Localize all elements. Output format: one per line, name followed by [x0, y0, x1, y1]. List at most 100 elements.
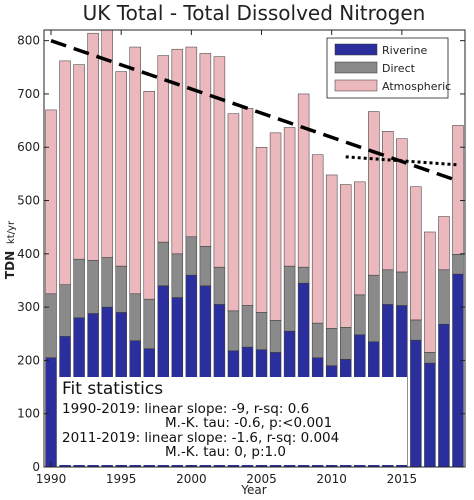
bar-direct-2008: [297, 266, 310, 284]
bar-atmospheric-2019: [452, 125, 464, 255]
bar-atmospheric-2014: [382, 131, 394, 271]
fit-stat-line-1: 1990-2019: linear slope: -9, r-sq: 0.6: [62, 401, 309, 417]
y-axis-label-main: TDN: [3, 251, 17, 279]
bar-direct-2013: [368, 274, 380, 343]
bar-atmospheric-2011: [339, 184, 352, 328]
bar-atmospheric-2009: [311, 154, 324, 324]
bar-atmospheric-2002: [213, 56, 226, 268]
bar-atmospheric-1996: [129, 46, 141, 295]
y-tick-label: 200: [17, 353, 40, 367]
y-axis-label: TDN kt/yr: [3, 220, 17, 279]
legend-label-riverine: Riverine: [382, 44, 428, 57]
x-tick-label: 2005: [246, 472, 277, 486]
bar-direct-2017: [424, 352, 436, 364]
bar-atmospheric-2003: [227, 113, 240, 312]
bar-atmospheric-2006: [269, 132, 282, 321]
legend-label-direct: Direct: [382, 62, 416, 75]
fit-stat-line-4: M.-K. tau: 0, p:1.0: [165, 444, 286, 460]
bar-direct-2002: [213, 266, 226, 305]
bar-atmospheric-2018: [438, 216, 450, 271]
bar-direct-2005: [255, 312, 268, 351]
legend-swatch-atmospheric: [334, 79, 378, 92]
legend-swatch-riverine: [334, 43, 378, 56]
bar-atmospheric-2000: [185, 46, 198, 238]
bar-atmospheric-1995: [115, 71, 127, 267]
bar-atmospheric-2016: [410, 186, 422, 321]
y-axis-label-unit: kt/yr: [6, 220, 17, 244]
bar-direct-1992: [73, 258, 85, 319]
y-tick-label: 700: [17, 87, 40, 101]
y-tick-label: 600: [17, 140, 40, 154]
bar-atmospheric-1992: [73, 64, 85, 260]
bar-atmospheric-2005: [255, 146, 268, 313]
x-axis: 1990 1995 2000 2005 2010 2015: [36, 30, 417, 486]
y-tick-label: 100: [17, 407, 40, 421]
bar-atmospheric-2013: [368, 111, 380, 276]
bar-direct-2009: [311, 322, 324, 358]
plot-frame: [43, 29, 466, 468]
bar-atmospheric-1994: [101, 29, 113, 258]
bar-atmospheric-1990: [45, 109, 57, 295]
y-tick-label: 300: [17, 300, 40, 314]
bar-direct-1999: [171, 253, 184, 298]
bar-direct-1995: [115, 265, 127, 313]
bar-atmospheric-2012: [354, 181, 366, 296]
y-tick-label: 400: [17, 247, 40, 261]
bar-riverine-2016: [410, 339, 422, 468]
bar-direct-1990: [45, 293, 57, 358]
bar-direct-2003: [227, 310, 240, 352]
legend-label-atmospheric: Atmospheric: [382, 80, 451, 93]
bar-direct-1993: [87, 259, 99, 314]
x-tick-label: 2000: [176, 472, 207, 486]
x-axis-label: Year: [240, 483, 266, 497]
fit-statistics-box: Fit statistics 1990-2019: linear slope: …: [57, 377, 407, 465]
bar-atmospheric-2015: [396, 138, 408, 273]
bar-direct-1991: [59, 284, 71, 337]
fit-statistics-heading: Fit statistics: [62, 379, 163, 399]
bar-direct-2006: [269, 320, 282, 353]
bar-direct-2014: [382, 269, 394, 305]
bar-atmospheric-1993: [87, 32, 99, 261]
bar-direct-2015: [396, 271, 408, 306]
bar-riverine-1990: [45, 357, 57, 468]
bar-atmospheric-1991: [59, 60, 71, 285]
bar-direct-2000: [185, 236, 198, 276]
y-tick-label: 500: [17, 194, 40, 208]
bar-direct-2019: [452, 254, 464, 275]
x-tick-label: 2010: [316, 472, 347, 486]
fit-stat-line-3: 2011-2019: linear slope: -1.6, r-sq: 0.0…: [62, 430, 339, 446]
y-tick-label: 800: [17, 34, 40, 48]
bar-atmospheric-2004: [241, 108, 254, 306]
x-tick-label: 1990: [36, 472, 67, 486]
bar-direct-2007: [283, 265, 296, 332]
bar-direct-2016: [410, 319, 422, 341]
bar-direct-2001: [199, 246, 212, 287]
fit-stat-line-2: M.-K. tau: -0.6, p:<0.001: [165, 415, 332, 431]
x-tick-label: 1995: [106, 472, 137, 486]
bar-atmospheric-1997: [143, 91, 155, 300]
bar-atmospheric-2008: [297, 93, 310, 268]
y-axis: 0 100 200 300 400 500 600 700 800: [17, 34, 465, 474]
bar-direct-2004: [241, 305, 254, 348]
bar-direct-2011: [339, 327, 352, 360]
bar-atmospheric-2007: [283, 127, 296, 267]
y-tick-label: 0: [32, 460, 40, 474]
bar-direct-1998: [157, 241, 170, 287]
bar-direct-2018: [438, 269, 450, 325]
bar-atmospheric-1998: [157, 55, 170, 243]
x-tick-label: 2015: [387, 472, 418, 486]
bar-direct-2012: [354, 294, 366, 336]
bar-atmospheric-2001: [199, 53, 212, 247]
bar-riverine-2018: [438, 323, 450, 468]
bar-direct-1994: [101, 257, 113, 308]
legend-swatch-direct: [334, 61, 378, 74]
svg-text:TDN kt/yr: TDN kt/yr: [3, 220, 17, 279]
bar-atmospheric-2017: [424, 231, 436, 353]
bar-atmospheric-1999: [171, 48, 184, 255]
bar-atmospheric-2010: [325, 174, 338, 329]
bar-direct-1997: [143, 298, 155, 349]
bar-direct-1996: [129, 293, 141, 341]
trend-lines-layer: [50, 39, 459, 183]
bar-direct-2010: [325, 328, 338, 366]
